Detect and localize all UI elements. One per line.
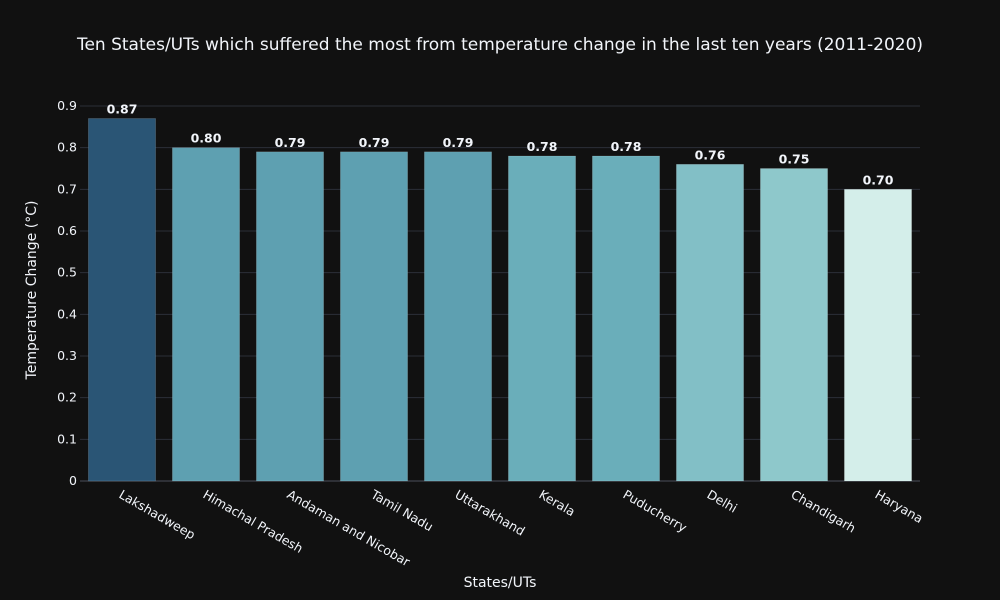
y-tick-label: 0.8 xyxy=(57,140,77,155)
y-tick-label: 0.3 xyxy=(57,348,77,363)
y-tick-label: 0 xyxy=(69,473,77,488)
y-tick-label: 0.5 xyxy=(57,265,77,280)
bar-kerala[interactable] xyxy=(508,155,576,482)
y-axis-title: Temperature Change (°C) xyxy=(24,201,40,381)
y-tick-label: 0.6 xyxy=(57,223,77,238)
x-tick-label: Chandigarh xyxy=(789,487,859,536)
bar-value-label: 0.79 xyxy=(275,135,306,150)
x-axis-title: States/UTs xyxy=(464,575,537,591)
x-tick-label: Lakshadweep xyxy=(117,487,199,543)
bars xyxy=(88,118,912,482)
bar-andaman-and-nicobar[interactable] xyxy=(256,151,324,482)
bar-value-label: 0.70 xyxy=(863,172,894,187)
bar-haryana[interactable] xyxy=(844,189,912,482)
x-tick-label: Delhi xyxy=(705,487,740,516)
y-tick-label: 0.9 xyxy=(57,98,77,113)
y-axis-ticks: 0 0.1 0.2 0.3 0.4 0.5 0.6 0.7 0.8 0.9 xyxy=(57,98,77,488)
bar-value-label: 0.78 xyxy=(527,139,558,154)
bar-himachal-pradesh[interactable] xyxy=(172,147,240,482)
value-labels: 0.87 0.80 0.79 0.79 0.79 0.78 0.78 0.76 0.75 0.70 xyxy=(107,102,894,188)
bar-value-label: 0.79 xyxy=(359,135,390,150)
bar-tamil-nadu[interactable] xyxy=(340,151,408,482)
y-tick-label: 0.1 xyxy=(57,431,77,446)
bar-value-label: 0.76 xyxy=(695,147,726,162)
bar-chandigarh[interactable] xyxy=(760,168,828,482)
bar-value-label: 0.80 xyxy=(191,131,222,146)
bar-value-label: 0.78 xyxy=(611,139,642,154)
y-tick-label: 0.7 xyxy=(57,181,77,196)
x-tick-label: Uttarakhand xyxy=(453,487,528,539)
bar-uttarakhand[interactable] xyxy=(424,151,492,482)
x-tick-label: Haryana xyxy=(873,487,926,526)
bar-lakshadweep[interactable] xyxy=(88,118,156,482)
bar-value-label: 0.87 xyxy=(107,102,138,117)
x-tick-label: Kerala xyxy=(537,487,578,520)
chart-title: Ten States/UTs which suffered the most f… xyxy=(76,35,923,55)
x-tick-label: Tamil Nadu xyxy=(368,486,436,534)
bar-puducherry[interactable] xyxy=(592,155,660,482)
y-tick-label: 0.4 xyxy=(57,306,77,321)
bar-value-label: 0.75 xyxy=(779,152,810,167)
x-tick-label: Puducherry xyxy=(621,487,691,536)
bar-delhi[interactable] xyxy=(676,164,744,482)
bar-value-label: 0.79 xyxy=(443,135,474,150)
y-tick-label: 0.2 xyxy=(57,390,77,405)
